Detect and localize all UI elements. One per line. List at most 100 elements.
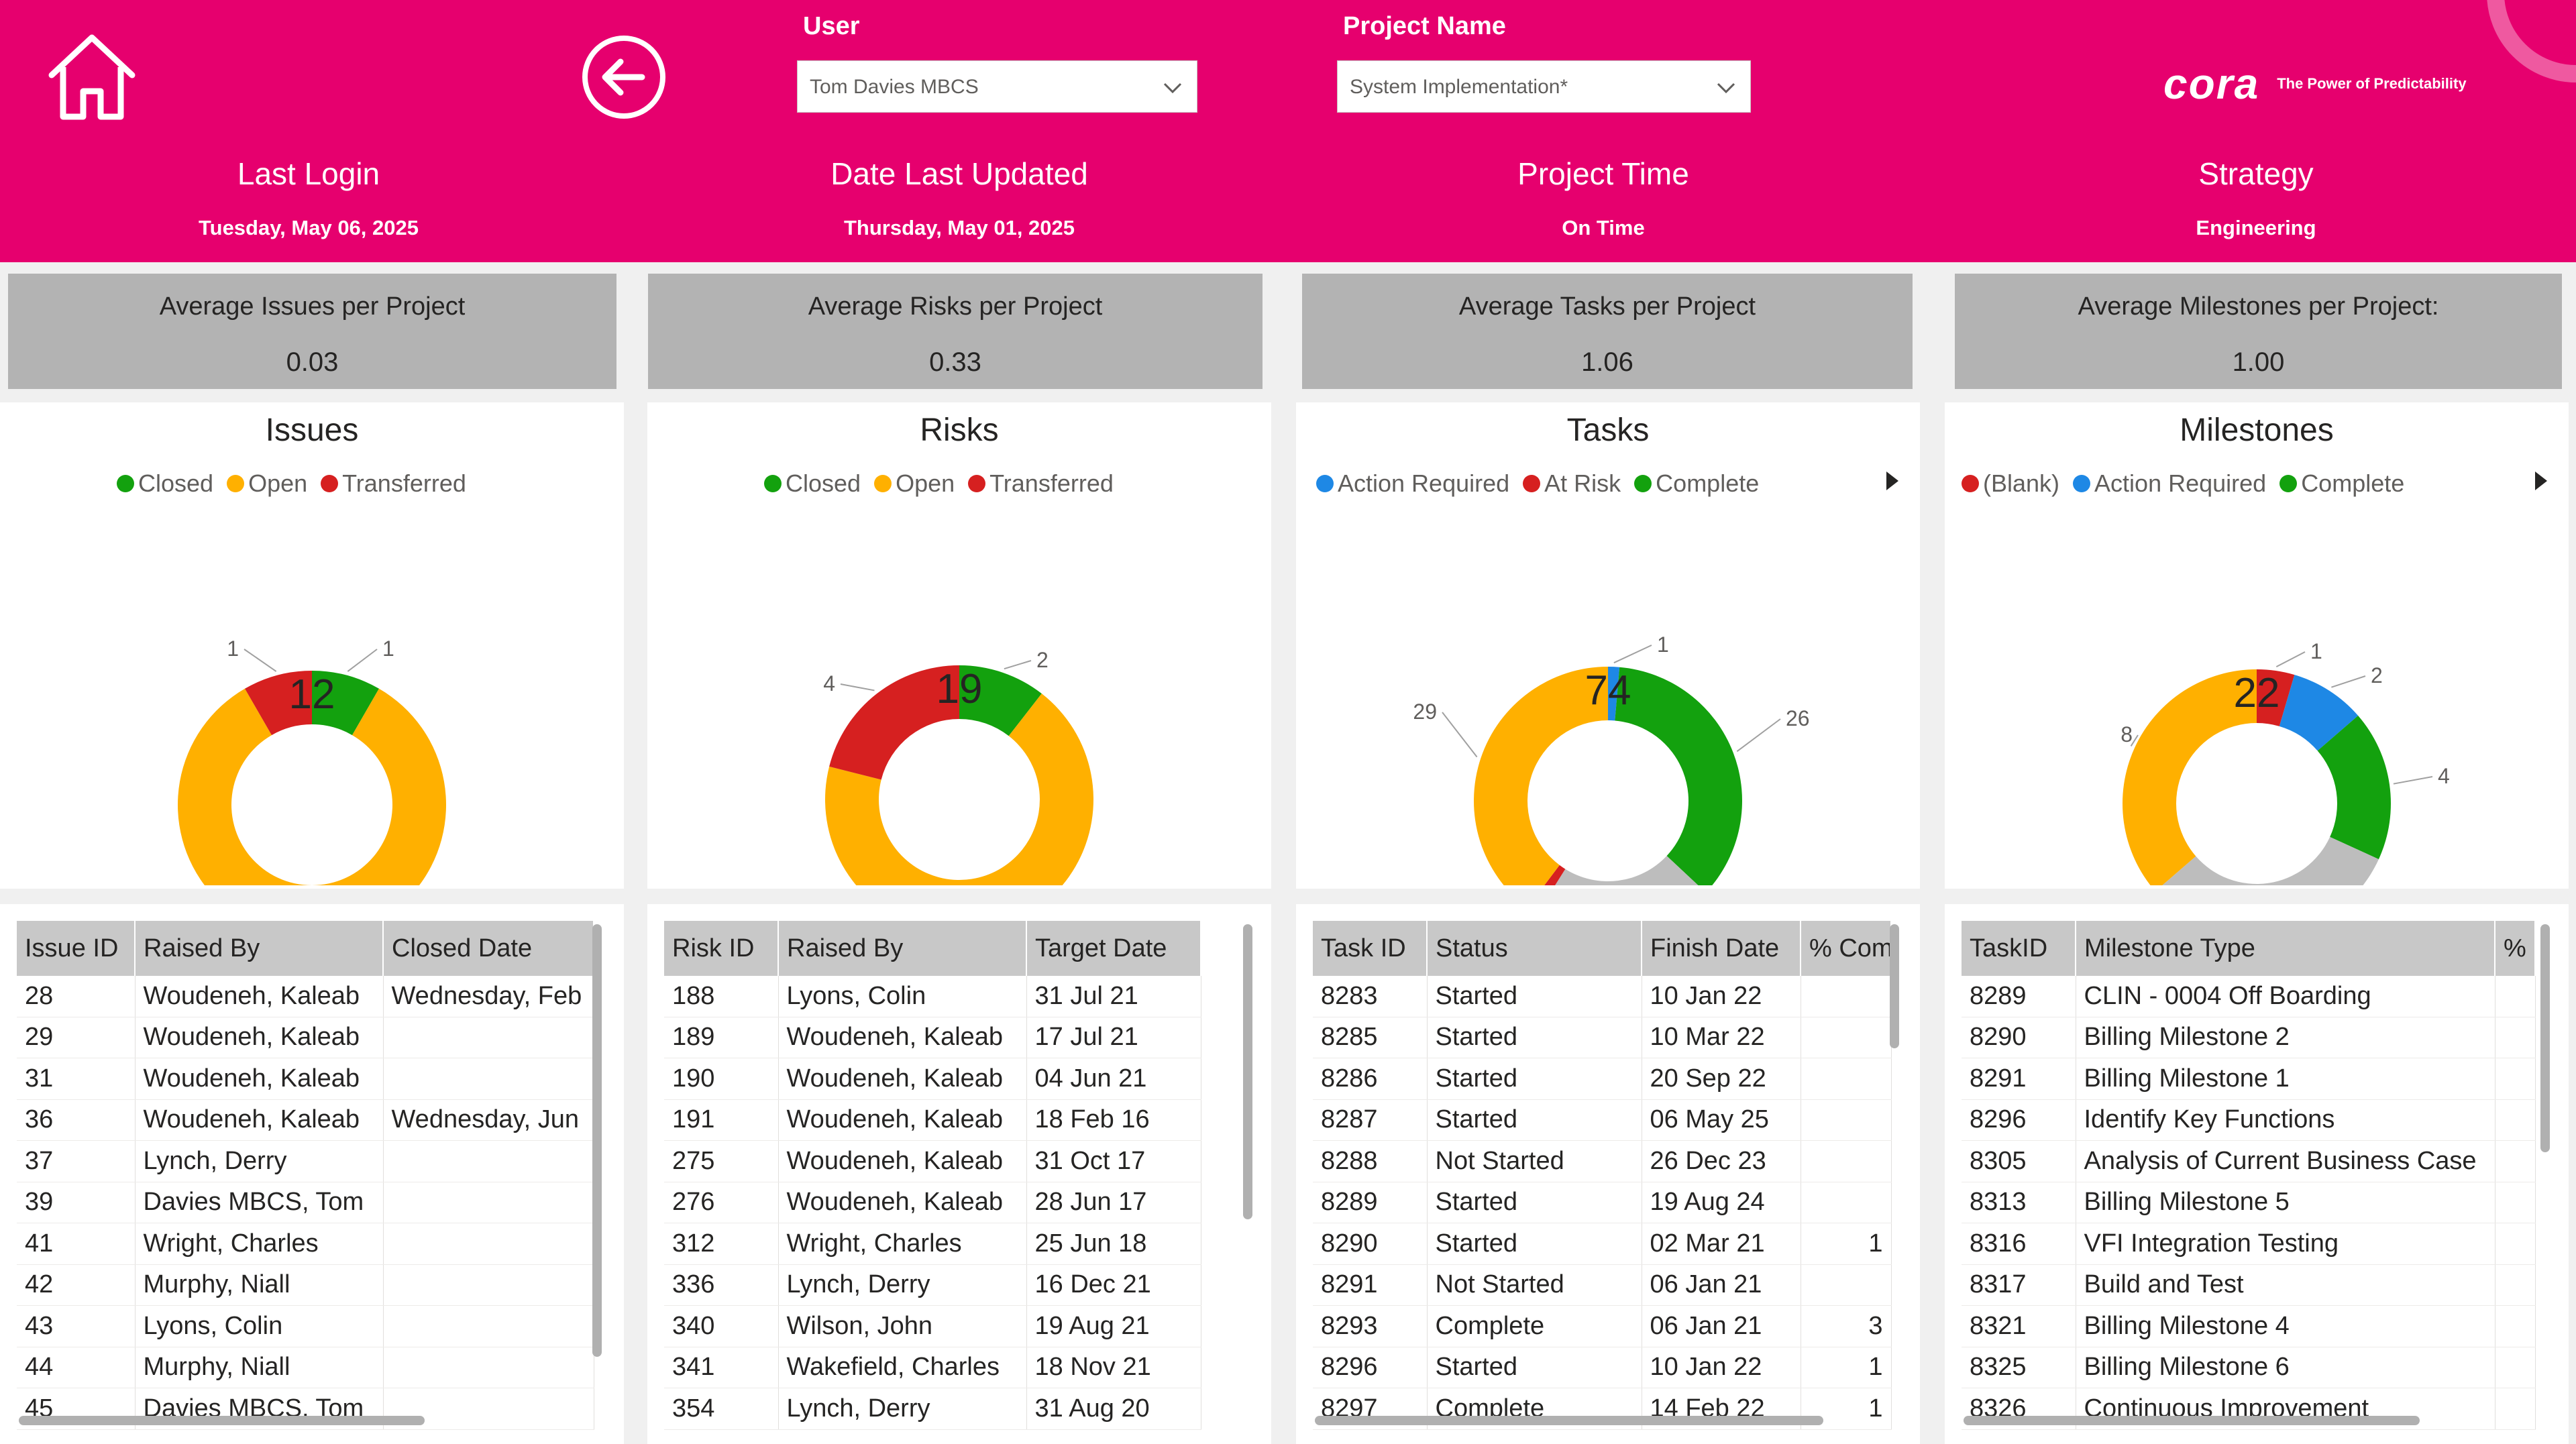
- column-header[interactable]: Risk ID: [664, 921, 779, 976]
- donut-slice-closed[interactable]: [312, 671, 379, 736]
- tasks-donut-chart[interactable]: 12616129: [1296, 510, 1920, 885]
- table-row[interactable]: 28 Woudeneh, Kaleab Wednesday, Feb: [17, 976, 594, 1017]
- milestones-donut-chart[interactable]: 12478: [1945, 510, 2569, 885]
- column-header[interactable]: Finish Date: [1642, 921, 1801, 976]
- vertical-scrollbar[interactable]: [2540, 924, 2550, 1152]
- table-row[interactable]: 8286 Started 20 Sep 22: [1313, 1058, 1892, 1100]
- donut-slice-action-required[interactable]: [1608, 667, 1620, 721]
- table-row[interactable]: 44 Murphy, Niall: [17, 1347, 594, 1388]
- legend-item[interactable]: Transferred: [968, 469, 1114, 498]
- table-row[interactable]: 191 Woudeneh, Kaleab 18 Feb 16: [664, 1099, 1201, 1141]
- column-header[interactable]: Target Date: [1026, 921, 1201, 976]
- table-row[interactable]: 8291 Billing Milestone 1: [1962, 1058, 2536, 1100]
- table-row[interactable]: 43 Lyons, Colin: [17, 1305, 594, 1347]
- column-header[interactable]: % C: [2495, 921, 2536, 976]
- donut-slice-not-started[interactable]: [1537, 856, 1706, 885]
- donut-slice-open[interactable]: [825, 693, 1093, 885]
- legend-next-arrow-icon[interactable]: [1886, 471, 1898, 490]
- horizontal-scrollbar[interactable]: [1964, 1416, 2420, 1425]
- table-row[interactable]: 336 Lynch, Derry 16 Dec 21: [664, 1264, 1201, 1306]
- donut-slice-closed[interactable]: [959, 665, 1042, 736]
- donut-slice-transferred[interactable]: [829, 665, 959, 780]
- legend-item[interactable]: Transferred: [321, 469, 466, 498]
- table-row[interactable]: 8287 Started 06 May 25: [1313, 1099, 1892, 1141]
- table-row[interactable]: 8283 Started 10 Jan 22: [1313, 976, 1892, 1017]
- horizontal-scrollbar[interactable]: [1315, 1416, 1823, 1425]
- home-button[interactable]: [42, 27, 142, 127]
- donut-slice-action-required[interactable]: [2279, 675, 2359, 751]
- table-row[interactable]: 189 Woudeneh, Kaleab 17 Jul 21: [664, 1017, 1201, 1058]
- table-row[interactable]: 8296 Identify Key Functions: [1962, 1099, 2536, 1141]
- legend-item[interactable]: Complete: [1634, 469, 1759, 498]
- column-header[interactable]: % Com: [1801, 921, 1892, 976]
- table-row[interactable]: 276 Woudeneh, Kaleab 28 Jun 17: [664, 1182, 1201, 1223]
- legend-item[interactable]: Open: [227, 469, 307, 498]
- table-row[interactable]: 8285 Started 10 Mar 22: [1313, 1017, 1892, 1058]
- donut-slice-complete[interactable]: [2317, 716, 2391, 860]
- legend-item[interactable]: Closed: [764, 469, 861, 498]
- legend-next-arrow-icon[interactable]: [2535, 471, 2547, 490]
- donut-slice-started[interactable]: [2123, 669, 2257, 885]
- donut-slice-complete[interactable]: [1615, 667, 1742, 885]
- horizontal-scrollbar[interactable]: [19, 1416, 425, 1425]
- table-row[interactable]: 8293 Complete 06 Jan 21 3: [1313, 1305, 1892, 1347]
- table-row[interactable]: 8305 Analysis of Current Business Case: [1962, 1140, 2536, 1182]
- column-header[interactable]: Issue ID: [17, 921, 136, 976]
- legend-item[interactable]: (Blank): [1962, 469, 2059, 498]
- donut-slice-at-risk[interactable]: [1527, 865, 1566, 885]
- column-header[interactable]: Status: [1427, 921, 1642, 976]
- table-row[interactable]: 29 Woudeneh, Kaleab: [17, 1017, 594, 1058]
- table-row[interactable]: 8289 CLIN - 0004 Off Boarding: [1962, 976, 2536, 1017]
- table-row[interactable]: 341 Wakefield, Charles 18 Nov 21: [664, 1347, 1201, 1388]
- legend-item[interactable]: Closed: [117, 469, 213, 498]
- user-dropdown[interactable]: Tom Davies MBCS: [797, 60, 1197, 113]
- table-cell: 19 Aug 24: [1642, 1182, 1801, 1223]
- legend-item[interactable]: Open: [874, 469, 955, 498]
- table-row[interactable]: 188 Lyons, Colin 31 Jul 21: [664, 976, 1201, 1017]
- table-row[interactable]: 39 Davies MBCS, Tom: [17, 1182, 594, 1223]
- legend-item[interactable]: Complete: [2279, 469, 2404, 498]
- column-header[interactable]: Task ID: [1313, 921, 1428, 976]
- table-row[interactable]: 340 Wilson, John 19 Aug 21: [664, 1305, 1201, 1347]
- legend-item[interactable]: At Risk: [1523, 469, 1621, 498]
- vertical-scrollbar[interactable]: [592, 924, 602, 1357]
- issues-donut-chart[interactable]: 1101: [0, 510, 624, 885]
- table-row[interactable]: 8316 VFI Integration Testing: [1962, 1223, 2536, 1265]
- vertical-scrollbar[interactable]: [1890, 924, 1899, 1048]
- table-row[interactable]: 312 Wright, Charles 25 Jun 18: [664, 1223, 1201, 1265]
- column-header[interactable]: TaskID: [1962, 921, 2076, 976]
- table-row[interactable]: 42 Murphy, Niall: [17, 1264, 594, 1306]
- legend-item[interactable]: Action Required: [1316, 469, 1509, 498]
- table-row[interactable]: 8317 Build and Test: [1962, 1264, 2536, 1306]
- column-header[interactable]: Raised By: [135, 921, 384, 976]
- table-row[interactable]: 8313 Billing Milestone 5: [1962, 1182, 2536, 1223]
- table-row[interactable]: 8290 Started 02 Mar 21 1: [1313, 1223, 1892, 1265]
- table-row[interactable]: 37 Lynch, Derry: [17, 1140, 594, 1182]
- column-header[interactable]: Milestone Type: [2076, 921, 2496, 976]
- table-row[interactable]: 8291 Not Started 06 Jan 21: [1313, 1264, 1892, 1306]
- table-row[interactable]: 41 Wright, Charles: [17, 1223, 594, 1265]
- table-row[interactable]: 36 Woudeneh, Kaleab Wednesday, Jun: [17, 1099, 594, 1141]
- table-row[interactable]: 31 Woudeneh, Kaleab: [17, 1058, 594, 1100]
- donut-slice-started[interactable]: [1474, 667, 1608, 885]
- table-row[interactable]: 190 Woudeneh, Kaleab 04 Jun 21: [664, 1058, 1201, 1100]
- legend-item[interactable]: Action Required: [2073, 469, 2266, 498]
- table-row[interactable]: 8321 Billing Milestone 4: [1962, 1305, 2536, 1347]
- donut-slice-blank[interactable]: [2257, 669, 2295, 726]
- vertical-scrollbar[interactable]: [1243, 924, 1252, 1219]
- column-header[interactable]: Raised By: [778, 921, 1027, 976]
- table-row[interactable]: 8325 Billing Milestone 6: [1962, 1347, 2536, 1388]
- table-row[interactable]: 354 Lynch, Derry 31 Aug 20: [664, 1388, 1201, 1430]
- table-row[interactable]: 275 Woudeneh, Kaleab 31 Oct 17: [664, 1140, 1201, 1182]
- table-row[interactable]: 8288 Not Started 26 Dec 23: [1313, 1140, 1892, 1182]
- project-dropdown[interactable]: System Implementation*: [1337, 60, 1751, 113]
- back-button[interactable]: [580, 34, 667, 121]
- table-row[interactable]: 8289 Started 19 Aug 24: [1313, 1182, 1892, 1223]
- donut-slice-not-started[interactable]: [2155, 836, 2379, 885]
- table-row[interactable]: 8290 Billing Milestone 2: [1962, 1017, 2536, 1058]
- donut-slice-open[interactable]: [178, 688, 446, 885]
- donut-slice-transferred[interactable]: [245, 671, 312, 736]
- table-row[interactable]: 8296 Started 10 Jan 22 1: [1313, 1347, 1892, 1388]
- column-header[interactable]: Closed Date: [383, 921, 594, 976]
